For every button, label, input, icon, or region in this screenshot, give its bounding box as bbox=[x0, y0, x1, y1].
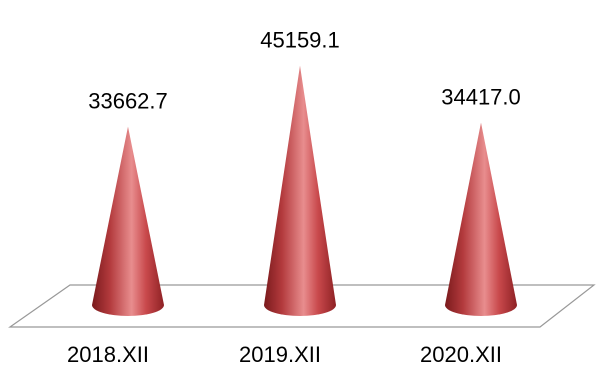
data-label: 45159.1 bbox=[260, 28, 340, 53]
category-tick-label: 2018.XII bbox=[67, 342, 149, 367]
data-label: 34417.0 bbox=[441, 85, 521, 110]
data-label: 33662.7 bbox=[88, 89, 168, 114]
cone-series bbox=[92, 65, 517, 316]
cone-bar bbox=[92, 126, 164, 316]
cone-bar bbox=[264, 65, 336, 316]
floor-plane bbox=[8, 284, 596, 328]
cone-bar bbox=[445, 122, 517, 316]
category-tick-label: 2019.XII bbox=[239, 342, 321, 367]
category-tick-label: 2020.XII bbox=[420, 342, 502, 367]
label-layer: 33662.7 2018.XII 45159.1 2019.XII 34417.0 202… bbox=[67, 28, 521, 367]
